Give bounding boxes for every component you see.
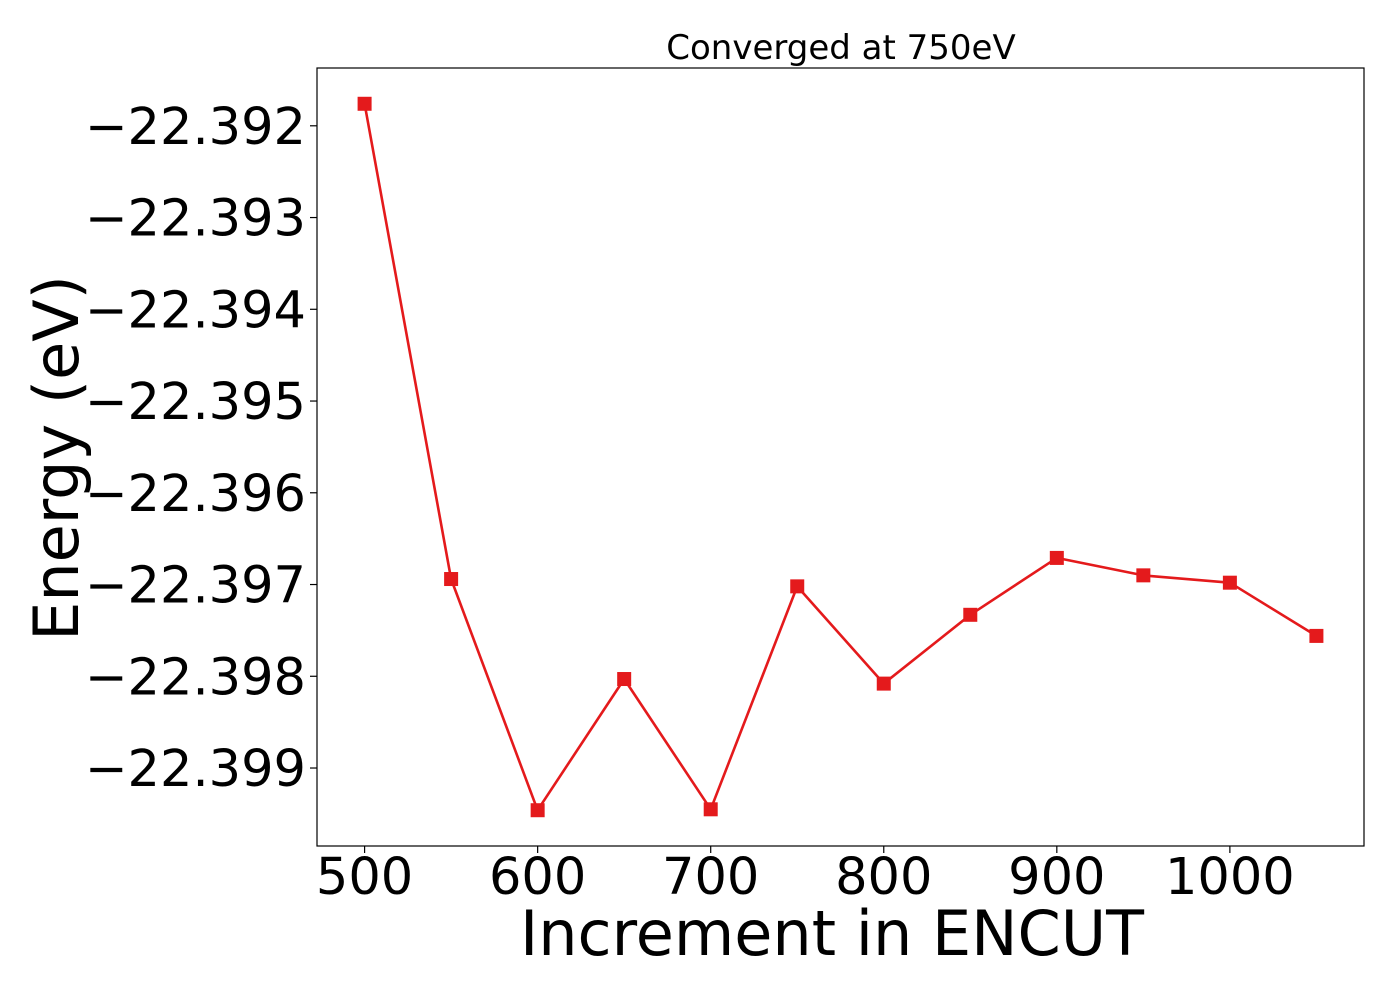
x-tick-label: 600 (489, 848, 586, 907)
plot-frame (316, 67, 1365, 847)
data-point-marker (876, 676, 891, 691)
data-point-marker (790, 579, 805, 594)
data-point-marker (1309, 628, 1324, 643)
x-axis-ticks: 500 600 700 800 900 1000 (316, 846, 1295, 907)
data-point-marker (530, 803, 545, 818)
y-tick-label: −22.399 (85, 740, 306, 799)
data-point-marker (617, 672, 632, 687)
chart-title: Converged at 750eV (666, 28, 1015, 68)
series-layer (357, 96, 1324, 818)
data-point-marker (1049, 550, 1064, 565)
y-axis-label: Energy (eV) (20, 275, 93, 641)
x-tick-label: 700 (662, 848, 759, 907)
data-point-marker (1136, 568, 1151, 583)
y-tick-label: −22.392 (85, 98, 306, 157)
data-point-marker (1222, 575, 1237, 590)
data-point-marker (703, 802, 718, 817)
y-axis-ticks: −22.392 −22.393 −22.394 −22.395 −22.396 −22.3… (85, 98, 317, 799)
x-axis-label: Increment in ENCUT (520, 897, 1145, 970)
y-tick-label: −22.398 (85, 648, 306, 707)
y-tick-label: −22.394 (85, 281, 306, 340)
x-tick-label: 1000 (1165, 848, 1295, 907)
y-tick-label: −22.397 (85, 557, 306, 616)
series-line (363, 103, 1318, 812)
y-tick-label: −22.396 (85, 465, 306, 524)
data-point-marker (963, 607, 978, 622)
y-tick-label: −22.395 (85, 373, 306, 432)
x-tick-label: 900 (1008, 848, 1105, 907)
x-tick-label: 800 (835, 848, 932, 907)
data-point-marker (357, 96, 372, 111)
data-point-marker (444, 572, 459, 587)
y-tick-label: −22.393 (85, 190, 306, 249)
x-tick-label: 500 (316, 848, 413, 907)
